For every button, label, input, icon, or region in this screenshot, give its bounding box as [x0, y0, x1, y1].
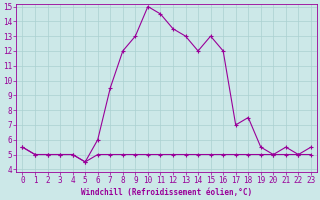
- X-axis label: Windchill (Refroidissement éolien,°C): Windchill (Refroidissement éolien,°C): [81, 188, 252, 197]
